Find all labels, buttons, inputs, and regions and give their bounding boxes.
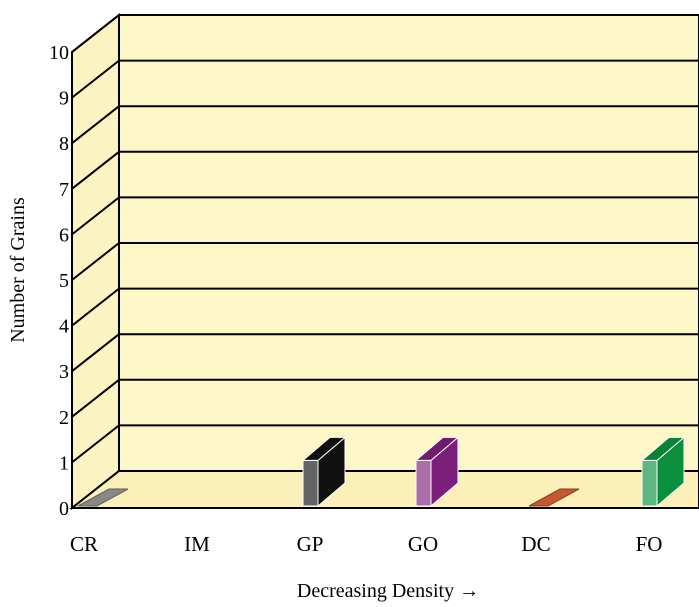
x-tick-label: IM	[184, 532, 210, 556]
y-axis-label: Number of Grains	[7, 197, 29, 343]
gridline-diagonal	[71, 105, 120, 144]
chart-floor	[69, 470, 699, 509]
gridline-diagonal	[71, 59, 120, 99]
bar-top-face	[640, 436, 686, 461]
y-tick-label: 1	[59, 452, 69, 474]
y-tick-label: 4	[59, 316, 69, 338]
x-tick-label: DC	[521, 532, 550, 556]
bar-front-face	[302, 459, 319, 507]
y-tick-label: 7	[59, 179, 69, 201]
y-tick-label: 2	[59, 407, 69, 429]
gridline-diagonal	[71, 151, 120, 190]
bar-front-face	[415, 459, 432, 507]
x-tick-label: GP	[297, 532, 324, 556]
bar-top-face	[301, 436, 347, 461]
y-tick-label: 6	[59, 224, 69, 246]
y-tick-label: 9	[59, 88, 69, 110]
bar-top-face	[414, 436, 460, 461]
bar-go	[528, 488, 580, 507]
gridline-diagonal	[71, 424, 120, 464]
bar-front-face	[641, 459, 658, 507]
bars	[77, 436, 686, 508]
gridline-diagonal	[71, 379, 120, 418]
y-tick-label: 8	[59, 133, 69, 155]
gridline-diagonal	[71, 333, 120, 372]
x-axis-label: Decreasing Density →	[297, 580, 479, 602]
x-tick-label: GO	[408, 532, 438, 556]
gridline-diagonal	[71, 287, 120, 327]
x-tick-label: CR	[70, 532, 98, 556]
gridline-diagonal	[71, 242, 120, 281]
bar-im	[301, 436, 347, 508]
gridline-diagonal	[71, 14, 120, 53]
x-tick-labels: CR IM GP GO DC FO	[70, 532, 662, 556]
bar-flat-face	[77, 488, 129, 507]
x-tick-label: FO	[636, 532, 663, 556]
y-tick-label: 0	[59, 498, 69, 520]
y-tick-labels: 0 1 2 3 4 5 6 7 8 9 10	[49, 42, 69, 520]
bar-gp	[414, 436, 460, 508]
y-tick-label: 3	[59, 361, 69, 383]
bar-cr	[77, 488, 129, 507]
gridline-diagonal	[71, 196, 120, 236]
gridlines	[71, 14, 699, 464]
bar-flat-face	[528, 488, 580, 507]
y-tick-label: 10	[49, 42, 69, 64]
y-tick-label: 5	[59, 270, 69, 292]
bar-dc	[640, 436, 686, 508]
